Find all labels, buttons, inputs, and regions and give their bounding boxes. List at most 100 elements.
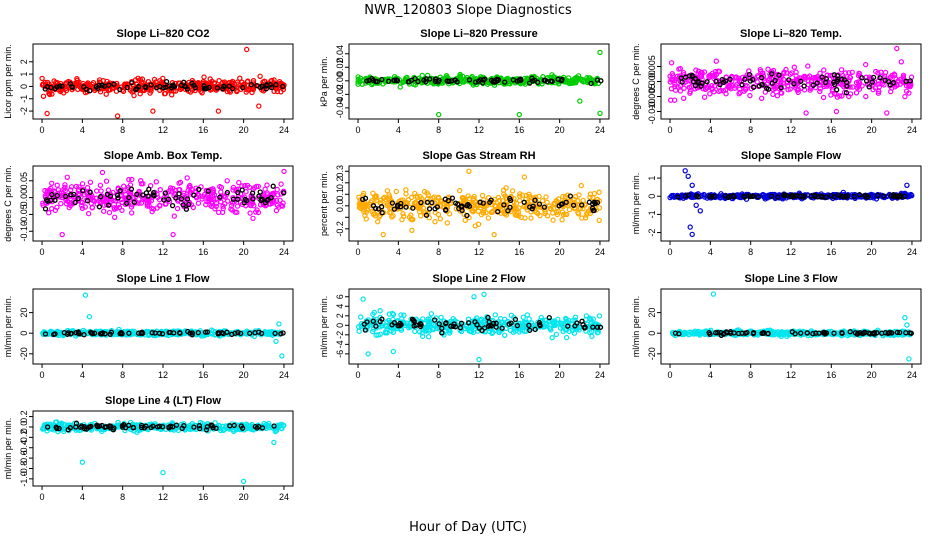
black-data-point (104, 191, 110, 197)
black-data-point (128, 186, 135, 192)
data-point (270, 198, 277, 205)
data-point (453, 206, 460, 212)
y-tick-label: -2 (335, 331, 345, 339)
black-data-point (162, 190, 169, 196)
x-tick-label: 24 (907, 370, 917, 380)
x-tick-label: 8 (120, 125, 125, 135)
black-data-point (818, 193, 824, 200)
black-data-point (713, 330, 719, 336)
black-data-point (465, 320, 472, 326)
data-point (582, 202, 588, 208)
data-point (389, 310, 396, 317)
black-data-point (96, 82, 102, 88)
black-data-point (143, 84, 149, 91)
data-point (370, 311, 376, 318)
black-data-point (594, 199, 601, 206)
black-data-point (114, 192, 121, 198)
y-tick-label: 4 (335, 304, 345, 309)
black-data-point (150, 192, 156, 198)
black-data-point (862, 192, 869, 199)
x-tick-label: 12 (474, 247, 484, 257)
black-data-point (280, 83, 286, 90)
data-point (40, 202, 46, 208)
data-point (500, 187, 507, 193)
y-tick-label: -0.10 (19, 221, 29, 242)
data-point (560, 211, 567, 218)
black-data-point (455, 201, 461, 207)
black-data-point (117, 86, 123, 93)
black-data-point (201, 83, 207, 89)
data-point (137, 191, 143, 198)
data-point (770, 91, 776, 98)
data-point (536, 193, 542, 200)
x-tick-label: 16 (198, 125, 208, 135)
data-points (40, 168, 287, 238)
x-tick-label: 0 (356, 370, 361, 380)
outlier-point (516, 111, 523, 118)
data-point (81, 329, 87, 335)
outlier-point (803, 110, 809, 116)
x-tick-label: 12 (474, 125, 484, 135)
black-data-point (105, 202, 112, 208)
data-point (358, 200, 364, 206)
data-point (435, 194, 442, 200)
data-point (218, 189, 224, 195)
black-data-point (508, 320, 514, 326)
data-point (562, 193, 569, 200)
data-point (509, 188, 516, 194)
x-tick-label: 0 (356, 247, 361, 257)
black-data-point (196, 186, 202, 193)
data-point (215, 209, 222, 216)
black-data-point (810, 331, 816, 337)
data-point (902, 191, 908, 197)
outlier-point (904, 322, 910, 328)
black-data-point (192, 85, 199, 91)
data-point (512, 328, 518, 334)
black-data-point (161, 197, 167, 203)
black-data-point (778, 85, 784, 91)
data-point (895, 77, 902, 84)
black-data-point (432, 317, 438, 323)
black-data-point (204, 85, 210, 92)
data-point (784, 82, 791, 89)
black-data-point (466, 77, 473, 83)
data-point (279, 203, 286, 209)
x-tick-label: 12 (786, 370, 796, 380)
outlier-point (471, 294, 477, 300)
data-point (667, 73, 673, 80)
black-data-point (379, 76, 385, 83)
data-point (167, 187, 173, 194)
y-tick-label: -1 (19, 95, 29, 103)
data-point (113, 205, 120, 211)
black-data-point (394, 204, 401, 210)
black-data-point (235, 329, 241, 336)
black-data-point (843, 90, 850, 96)
data-point (384, 200, 390, 206)
black-data-point (214, 85, 221, 91)
black-data-point (370, 77, 376, 83)
black-data-point (159, 331, 166, 337)
data-point (548, 327, 554, 333)
y-tick-label: 1 (19, 72, 29, 77)
outlier-point (884, 110, 890, 116)
data-point (176, 180, 182, 186)
x-tick-label: 24 (279, 125, 289, 135)
data-point (846, 70, 852, 76)
black-data-point (772, 77, 778, 84)
data-point (390, 213, 396, 219)
data-point (903, 88, 910, 94)
data-point (517, 327, 523, 333)
data-point (863, 61, 869, 68)
x-tick-label: 12 (158, 247, 168, 257)
y-tick-label: 0.005 (647, 55, 657, 78)
black-data-point (739, 330, 745, 336)
data-point (512, 205, 518, 212)
black-data-point (713, 78, 719, 85)
black-data-point (888, 192, 894, 199)
data-point (121, 84, 128, 91)
data-point (900, 72, 907, 79)
data-point (820, 94, 827, 101)
black-data-point (272, 330, 278, 337)
data-point (473, 205, 479, 211)
black-data-point (81, 332, 87, 338)
